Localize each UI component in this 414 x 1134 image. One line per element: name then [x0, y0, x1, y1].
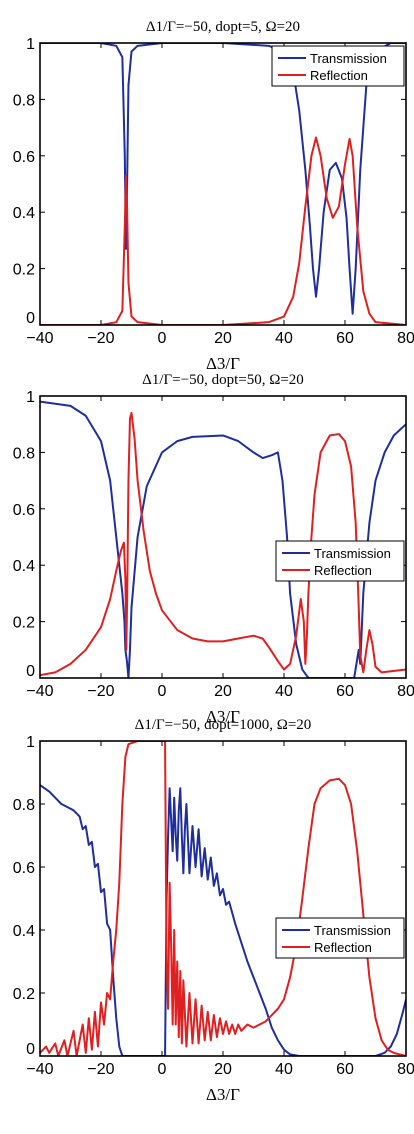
y-tick-label: 0.4: [13, 558, 35, 575]
legend-label-transmission: Transmission: [314, 923, 391, 938]
x-tick-label: 80: [397, 1061, 414, 1078]
x-tick-label: 60: [336, 1061, 354, 1078]
series-line-reflection: [40, 411, 406, 677]
chart-panel-2: Δ1/Γ=−50, dopt=50, Ω=20 −40 −20 0 20 40 60 80 0 0…: [13, 372, 414, 726]
chart-title: Δ1/Γ=−50, dopt=1000, Ω=20: [135, 717, 312, 733]
legend: Transmission Reflection: [275, 540, 405, 582]
y-tick-label: 1: [26, 734, 35, 751]
x-tick-label: 20: [214, 1061, 232, 1078]
y-tick-label: 0.6: [13, 860, 35, 877]
y-tick-label: 0.8: [13, 92, 35, 109]
y-tick-label: 1: [26, 36, 35, 53]
legend-label-reflection: Reflection: [314, 563, 372, 578]
legend: Transmission Reflection: [275, 917, 405, 959]
legend-label-reflection: Reflection: [310, 68, 368, 83]
y-tick-label: 0: [26, 1041, 35, 1058]
x-tick-label: 0: [158, 330, 167, 347]
x-tick-label: −20: [87, 1061, 114, 1078]
y-tick-label: 0.8: [13, 445, 35, 462]
x-axis-title: Δ3/Γ: [206, 1085, 240, 1104]
y-tick-label: 0.8: [13, 797, 35, 814]
y-tick-label: 0.6: [13, 502, 35, 519]
x-tick-label: 80: [397, 683, 414, 700]
y-tick-label: 0.2: [13, 262, 35, 279]
legend-box: [271, 45, 405, 87]
x-axis-title: Δ3/Γ: [206, 707, 240, 726]
y-tick-label: 0.4: [13, 205, 35, 222]
plot-area-frame: [39, 740, 407, 1057]
y-tick-label: 0.2: [13, 986, 35, 1003]
chart-title: Δ1/Γ=−50, dopt=5, Ω=20: [146, 19, 300, 35]
x-tick-label: 40: [275, 330, 293, 347]
y-tick-label: 0: [26, 310, 35, 327]
x-tick-label: −20: [87, 330, 114, 347]
x-tick-label: 60: [336, 683, 354, 700]
y-tick-label: 0.2: [13, 615, 35, 632]
series-line-transmission: [40, 400, 406, 678]
x-tick-label: 40: [275, 1061, 293, 1078]
legend-box: [275, 917, 405, 959]
x-tick-label: −40: [26, 1061, 53, 1078]
y-tick-label: 0.6: [13, 149, 35, 166]
y-tick-label: 0: [26, 663, 35, 680]
legend-box: [275, 540, 405, 582]
series-line-reflection: [40, 741, 406, 1056]
x-tick-label: 0: [158, 683, 167, 700]
y-tick-label: 1: [26, 389, 35, 406]
legend-label-transmission: Transmission: [314, 546, 391, 561]
chart-panel-3: Δ1/Γ=−50, dopt=1000, Ω=20 −40 −20 0 20 40 60 80…: [13, 717, 414, 1104]
legend-label-reflection: Reflection: [314, 940, 372, 955]
x-tick-label: 40: [275, 683, 293, 700]
x-tick-label: 0: [158, 1061, 167, 1078]
chart-panel-1: Δ1/Γ=−50, dopt=5, Ω=20 −40 −20 0 20 40 60 80 0 0.…: [13, 19, 414, 373]
chart-title: Δ1/Γ=−50, dopt=50, Ω=20: [142, 372, 304, 388]
legend-label-transmission: Transmission: [310, 51, 387, 66]
x-tick-label: −40: [26, 330, 53, 347]
y-tick-label: 0.4: [13, 923, 35, 940]
x-tick-label: 80: [397, 330, 414, 347]
series-line-reflection: [40, 136, 406, 325]
legend: Transmission Reflection: [271, 45, 405, 87]
x-tick-label: −20: [87, 683, 114, 700]
x-axis-title: Δ3/Γ: [206, 354, 240, 373]
x-tick-label: 20: [214, 683, 232, 700]
x-tick-label: −40: [26, 683, 53, 700]
x-tick-label: 60: [336, 330, 354, 347]
x-tick-label: 20: [214, 330, 232, 347]
series-line-transmission: [40, 784, 406, 1056]
